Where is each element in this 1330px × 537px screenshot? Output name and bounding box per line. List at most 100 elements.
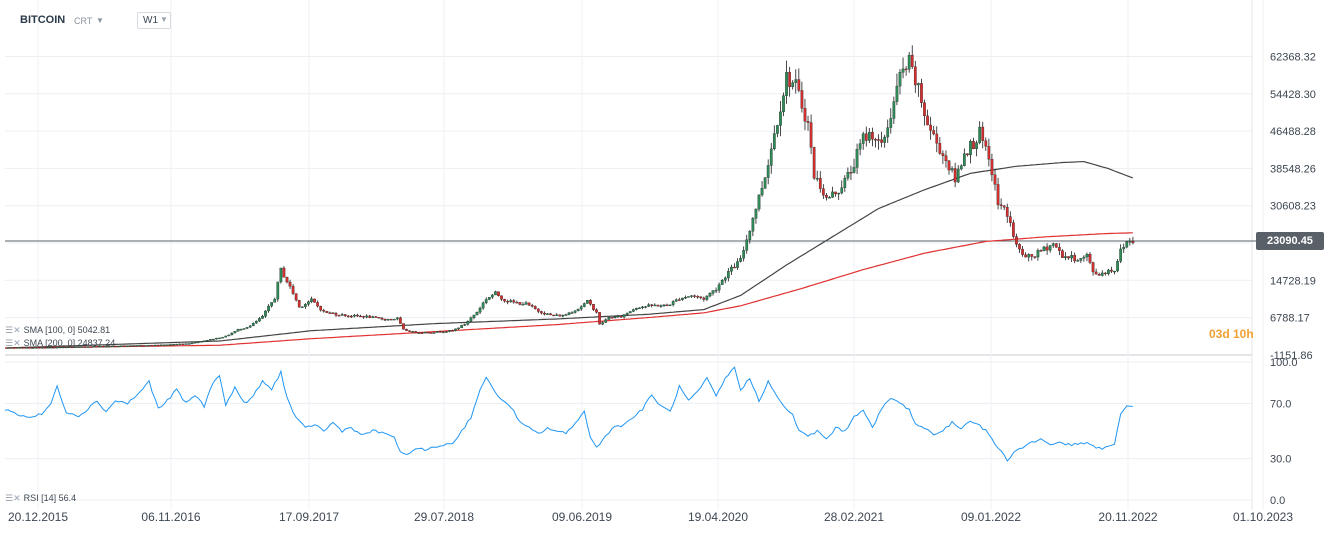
candle-up bbox=[674, 299, 678, 302]
candle-up bbox=[601, 322, 605, 325]
indicator-menu-icon[interactable]: ☰✕ bbox=[5, 338, 21, 348]
candle-down bbox=[325, 311, 329, 313]
candle-down bbox=[650, 304, 654, 306]
candles-layer bbox=[6, 45, 1135, 349]
candle-up bbox=[739, 258, 742, 262]
candle-down bbox=[1131, 240, 1135, 244]
price-tick-label: 30608.23 bbox=[1270, 201, 1316, 213]
price-tick-label: 14728.19 bbox=[1270, 275, 1316, 287]
candle-up bbox=[564, 314, 568, 316]
candle-up bbox=[1107, 269, 1110, 275]
candle-up bbox=[837, 192, 841, 195]
chevron-down-icon[interactable]: ▼ bbox=[96, 16, 104, 25]
candle-up bbox=[61, 346, 65, 349]
candle-down bbox=[558, 314, 562, 317]
candle-up bbox=[785, 72, 788, 96]
candle-up bbox=[445, 331, 448, 333]
symbol-subtype: CRT bbox=[74, 16, 93, 26]
candle-up bbox=[242, 328, 246, 330]
candle-up bbox=[175, 343, 178, 346]
candle-up bbox=[586, 300, 589, 304]
sma200-line bbox=[4, 232, 1133, 349]
candle-down bbox=[291, 286, 295, 294]
candle-down bbox=[95, 346, 99, 348]
candle-up bbox=[340, 314, 344, 316]
rsi-legend[interactable]: ☰✕ RSI [14] 56.4 bbox=[5, 493, 76, 504]
candle-down bbox=[297, 299, 301, 308]
candle-up bbox=[613, 316, 617, 319]
price-tick-label: 46488.28 bbox=[1270, 126, 1316, 138]
candle-up bbox=[720, 280, 724, 285]
candle-up bbox=[264, 310, 267, 317]
candle-up bbox=[221, 337, 224, 339]
candle-up bbox=[205, 340, 209, 342]
candle-down bbox=[1024, 254, 1027, 258]
candle-up bbox=[270, 302, 274, 307]
axis-labels: 62368.32 54428.30 46488.28 38548.26 30608.23… bbox=[8, 52, 1316, 525]
candle-up bbox=[236, 329, 240, 332]
candle-up bbox=[475, 311, 479, 316]
candle-up bbox=[129, 345, 133, 347]
candle-up bbox=[117, 345, 120, 348]
candle-up bbox=[901, 68, 905, 73]
timeframe-selector[interactable]: W1 ▼ bbox=[137, 12, 171, 29]
candle-down bbox=[512, 300, 516, 303]
candle-up bbox=[570, 312, 574, 314]
sma200-legend[interactable]: ☰✕ SMA [200, 0] 24837.24 bbox=[5, 338, 115, 349]
candle-down bbox=[999, 204, 1003, 206]
candle-down bbox=[944, 155, 948, 162]
candle-down bbox=[800, 90, 804, 109]
date-tick-label: 09.06.2019 bbox=[552, 510, 612, 524]
candle-down bbox=[1039, 250, 1043, 252]
candle-down bbox=[113, 345, 117, 348]
candle-up bbox=[1042, 246, 1046, 251]
candle-up bbox=[892, 101, 896, 119]
candle-up bbox=[273, 298, 277, 303]
indicator-menu-icon[interactable]: ☰✕ bbox=[5, 493, 21, 503]
sma200-layer bbox=[4, 232, 1133, 349]
sma100-value: 5042.81 bbox=[77, 325, 111, 335]
indicator-menu-icon[interactable]: ☰✕ bbox=[5, 325, 21, 335]
candle-up bbox=[546, 313, 549, 315]
candle-up bbox=[852, 167, 856, 173]
candle-down bbox=[990, 159, 994, 175]
sma100-legend[interactable]: ☰✕ SMA [100, 0] 5042.81 bbox=[5, 325, 110, 336]
candle-up bbox=[638, 307, 641, 310]
candle-down bbox=[619, 315, 623, 318]
candle-up bbox=[199, 341, 203, 343]
candle-down bbox=[438, 331, 442, 333]
candle-up bbox=[215, 337, 218, 340]
candle-up bbox=[481, 302, 485, 309]
candle-up bbox=[772, 133, 776, 150]
candle-up bbox=[196, 341, 200, 344]
candle-down bbox=[935, 133, 939, 144]
candle-up bbox=[705, 295, 709, 300]
candle-down bbox=[536, 308, 540, 312]
candle-up bbox=[254, 320, 258, 324]
candle-down bbox=[932, 130, 936, 135]
candle-down bbox=[797, 79, 801, 91]
candle-down bbox=[1054, 243, 1058, 248]
sma200-label: SMA [200, 0] bbox=[23, 338, 76, 348]
candle-up bbox=[668, 304, 672, 306]
candle-up bbox=[760, 188, 764, 196]
candle-up bbox=[1027, 254, 1031, 258]
candle-down bbox=[972, 141, 975, 150]
candle-up bbox=[653, 304, 657, 307]
candle-down bbox=[515, 302, 519, 304]
candle-down bbox=[12, 347, 16, 349]
candle-up bbox=[867, 132, 871, 141]
candle-down bbox=[349, 315, 353, 318]
candle-down bbox=[1067, 256, 1070, 259]
candle-down bbox=[497, 291, 500, 296]
candle-down bbox=[1058, 247, 1061, 251]
candle-up bbox=[224, 335, 228, 338]
candle-up bbox=[1116, 261, 1119, 272]
candle-down bbox=[101, 346, 105, 348]
candle-up bbox=[604, 319, 608, 323]
candle-up bbox=[681, 297, 684, 300]
candle-down bbox=[451, 330, 454, 332]
candle-down bbox=[904, 68, 908, 71]
candle-up bbox=[454, 328, 457, 331]
